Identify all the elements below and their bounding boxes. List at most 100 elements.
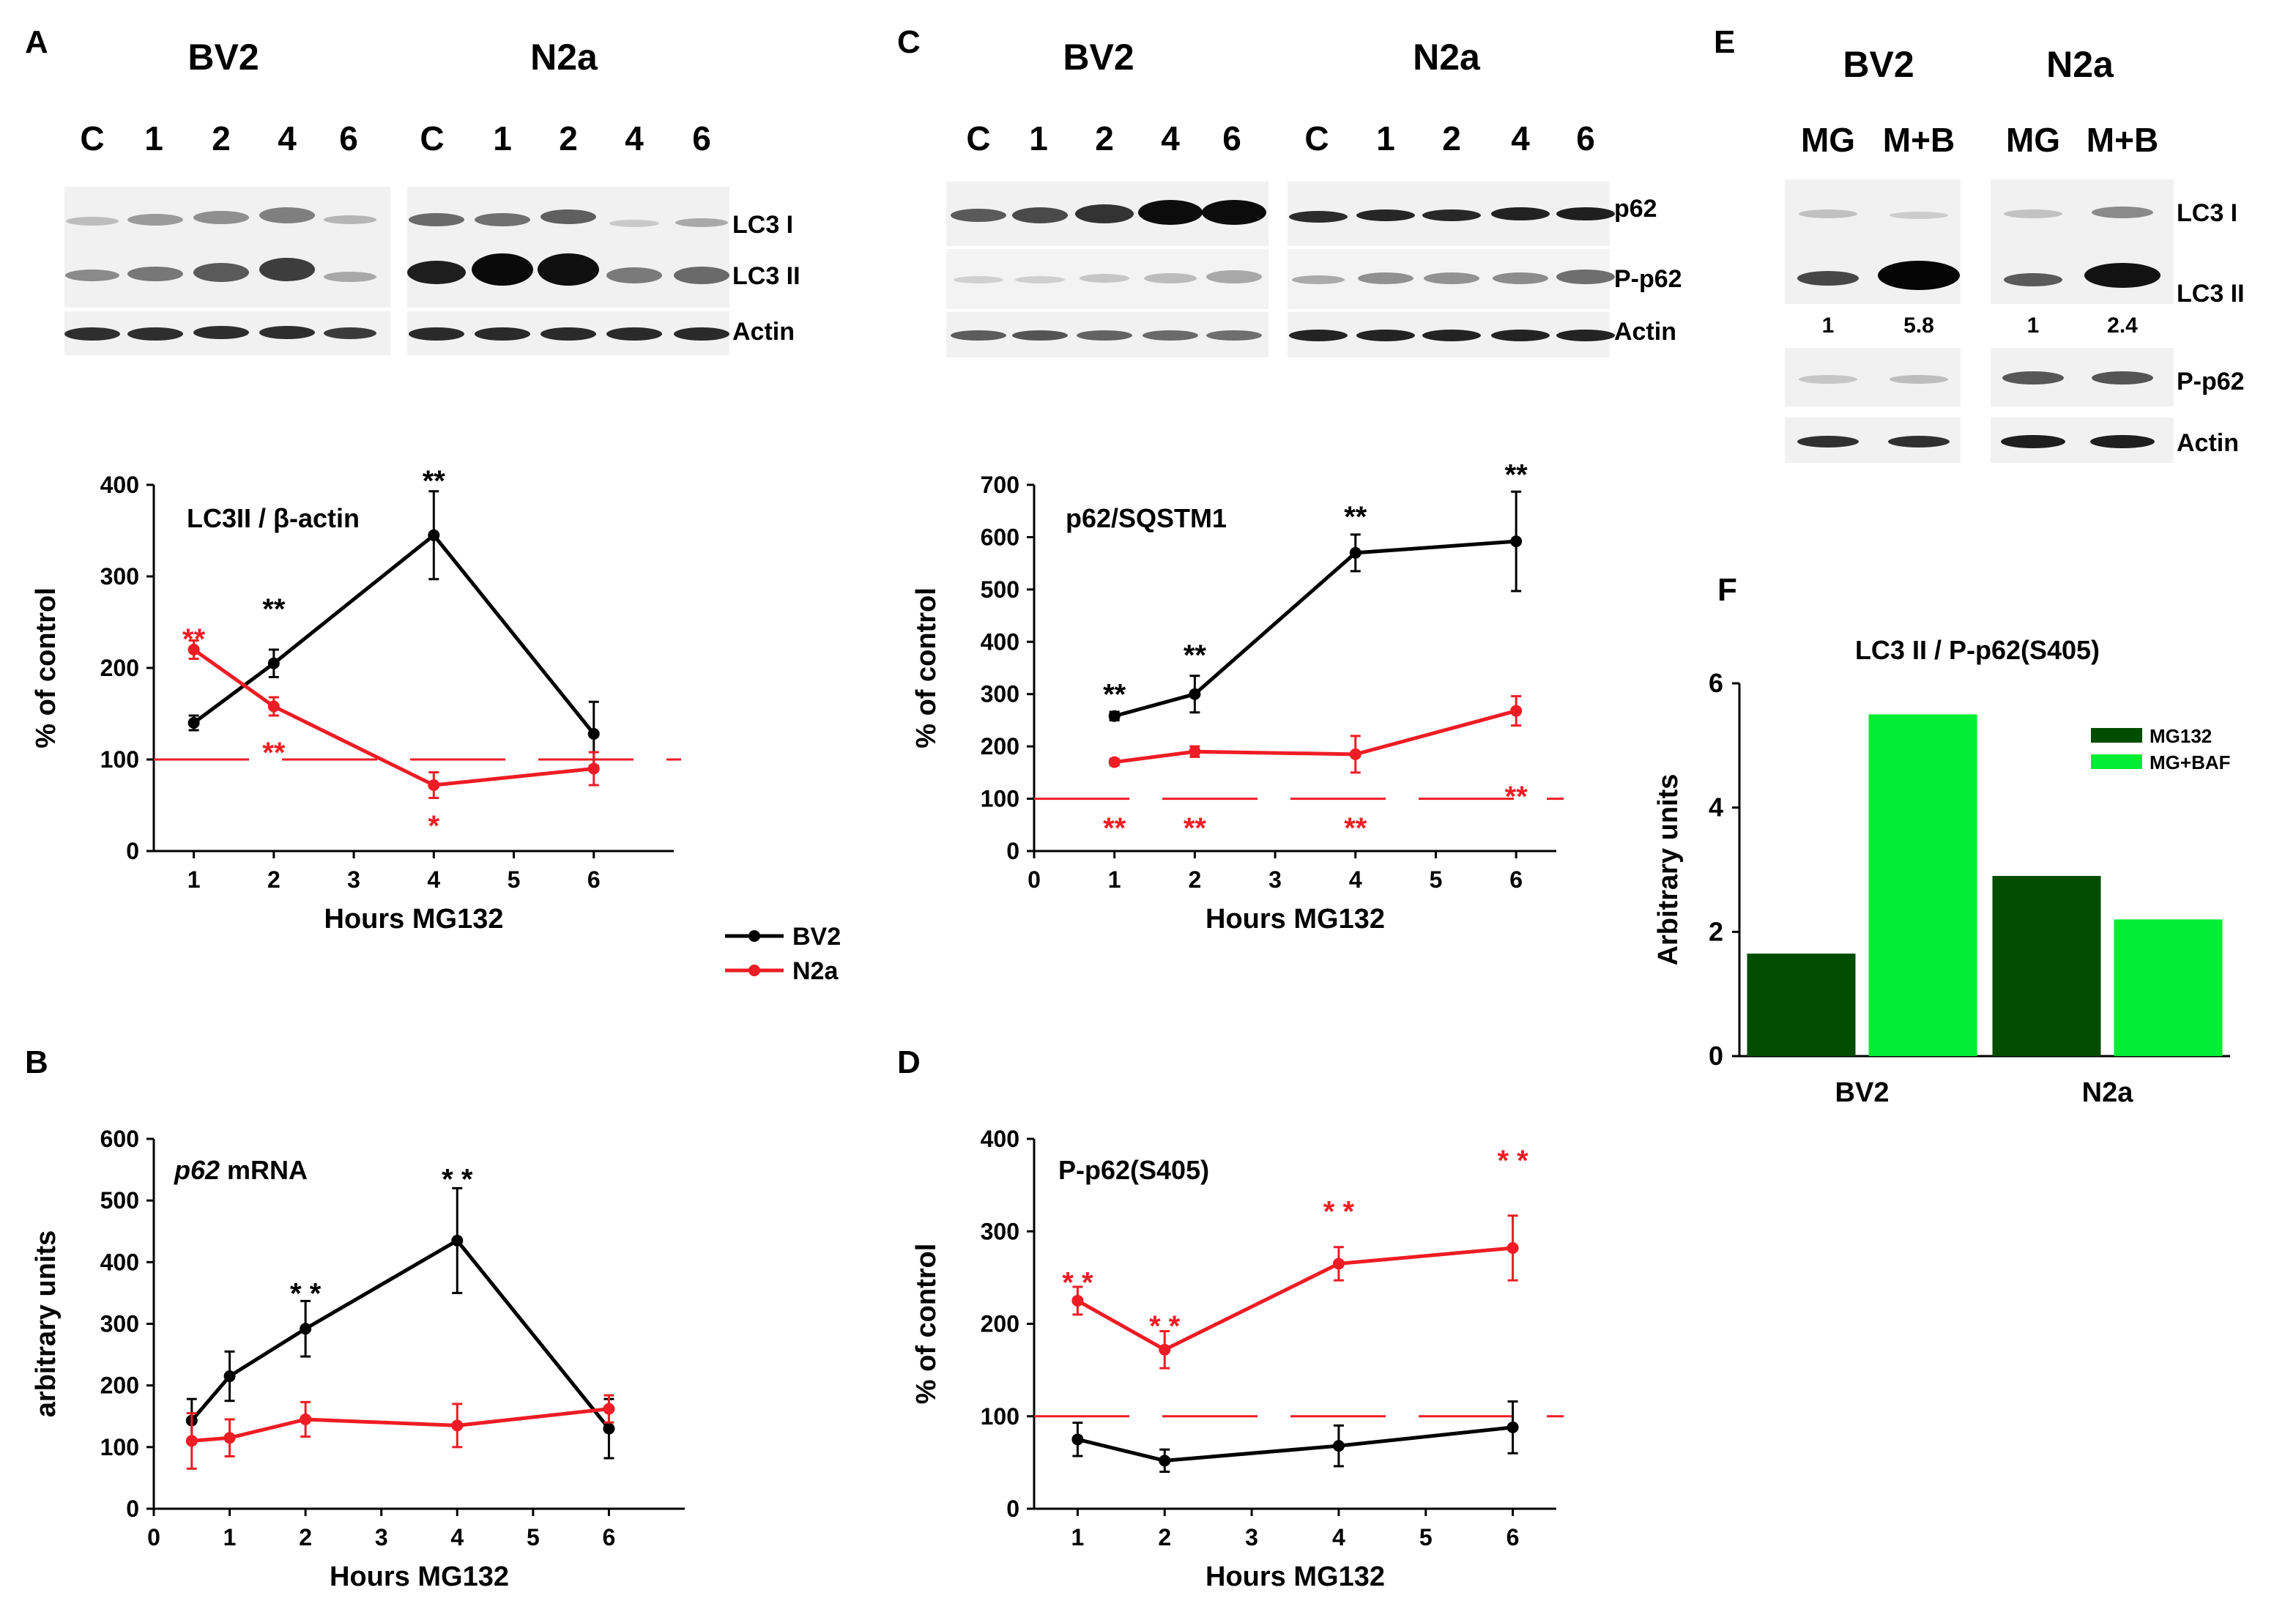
y-axis-label: arbitrary units	[31, 1230, 62, 1418]
significance-marker: **	[1184, 639, 1207, 672]
blot-a-lane: C	[420, 119, 444, 157]
significance-marker: **	[1103, 812, 1126, 844]
band	[1138, 200, 1203, 225]
y-tick-label: 600	[981, 524, 1019, 550]
y-tick-label: 200	[100, 1373, 139, 1399]
data-point-bv2	[1189, 688, 1201, 700]
band	[127, 214, 183, 226]
y-axis-label: % of control	[31, 587, 62, 749]
blot-e-band-label: LC3 II	[2177, 280, 2245, 308]
legend-n2a-label: N2a	[792, 957, 839, 985]
blot-e-band-label: LC3 I	[2177, 199, 2237, 227]
blot-a-lane: 4	[278, 119, 297, 157]
significance-marker: * *	[1062, 1267, 1093, 1299]
x-tick-label: 4	[1332, 1524, 1345, 1550]
y-tick-label: 2	[1709, 916, 1723, 946]
x-tick-label: 3	[1268, 866, 1282, 893]
band	[407, 261, 466, 284]
data-point-bv2	[1506, 1421, 1519, 1433]
blot-a-band-label: LC3 I	[732, 211, 793, 239]
band	[2002, 371, 2064, 385]
band	[1422, 330, 1481, 341]
band	[1012, 330, 1068, 341]
data-point-bv2	[587, 728, 600, 740]
band	[64, 327, 120, 341]
band	[1493, 272, 1548, 284]
blot-a: BV2 N2a C 1 2 4 6 C 1 2 4 6	[64, 37, 800, 355]
band	[324, 215, 376, 224]
blot-a-lane: 4	[625, 119, 644, 157]
blot-a-lane: 2	[212, 119, 231, 157]
x-tick-label: 5	[1419, 1524, 1433, 1550]
band	[1797, 271, 1859, 286]
band	[1890, 375, 1948, 384]
bar-mg-baf-bv2	[1868, 714, 1977, 1056]
band	[674, 267, 729, 284]
band	[1144, 273, 1197, 283]
band	[1424, 272, 1479, 284]
band	[475, 327, 530, 341]
band	[193, 326, 249, 339]
x-axis-label: Hours MG132	[1205, 1561, 1385, 1592]
y-tick-label: 200	[100, 655, 139, 681]
data-point-bv2	[1332, 1440, 1345, 1452]
x-category-label: N2a	[2082, 1077, 2134, 1108]
band	[2084, 263, 2161, 288]
blot-a-band-label: LC3 II	[732, 262, 800, 290]
band	[540, 209, 596, 224]
chart-title: P-p62(S405)	[1058, 1155, 1209, 1185]
x-tick-label: 3	[375, 1524, 388, 1550]
significance-marker: * *	[442, 1164, 473, 1196]
panel-label-c: C	[897, 24, 921, 60]
band	[259, 326, 315, 339]
y-tick-label: 200	[981, 1311, 1019, 1337]
data-point-n2a	[1108, 756, 1121, 768]
y-tick-label: 0	[1006, 1496, 1019, 1522]
y-tick-label: 400	[100, 472, 139, 498]
band	[675, 218, 728, 227]
band	[2004, 273, 2062, 286]
x-tick-label: 6	[603, 1524, 616, 1550]
band	[324, 327, 376, 339]
y-tick-label: 200	[981, 733, 1019, 759]
blot-c-lane: 4	[1161, 119, 1180, 157]
band	[475, 213, 530, 226]
blot-c-band-label: Actin	[1614, 318, 1676, 346]
band	[1015, 276, 1065, 283]
legend-label: MG132	[2150, 725, 2212, 747]
y-tick-label: 400	[100, 1249, 139, 1275]
data-point-bv2	[451, 1234, 464, 1247]
band	[951, 209, 1006, 222]
y-tick-label: 100	[100, 746, 139, 773]
band	[1888, 436, 1950, 447]
blot-c-band-label: p62	[1614, 195, 1657, 223]
legend-n2a-marker	[748, 965, 760, 976]
band	[324, 272, 376, 282]
band	[193, 211, 249, 224]
band	[2001, 435, 2065, 448]
blot-a-membrane-n2a	[407, 187, 729, 308]
band	[1292, 275, 1345, 284]
chart-f-ratio-bar: 0 2 4 6 LC3 II / P-p62(S405) Arbitrary units B…	[1653, 635, 2231, 1108]
band	[1878, 261, 1960, 290]
significance-marker: * *	[1323, 1195, 1355, 1227]
y-tick-label: 4	[1709, 792, 1723, 822]
x-tick-label: 1	[223, 1524, 237, 1550]
blot-e-band-label: P-p62	[2177, 368, 2245, 395]
blot-a-cell-n2a: N2a	[530, 37, 598, 78]
x-tick-label: 1	[1108, 866, 1121, 893]
data-point-bv2	[300, 1323, 312, 1335]
y-axis-label: % of control	[911, 1244, 942, 1405]
data-point-n2a	[1159, 1343, 1171, 1356]
blot-e-quant: 1	[1822, 313, 1835, 338]
data-point-n2a	[603, 1403, 615, 1415]
band	[1077, 330, 1132, 341]
band	[1556, 207, 1615, 220]
blot-e-quant: 5.8	[1903, 313, 1934, 338]
significance-marker: **	[1505, 781, 1528, 813]
blot-c: BV2 N2a C 1 2 4 6 C 1 2 4 6	[946, 37, 1682, 357]
blot-c-lane: 1	[1029, 119, 1048, 157]
significance-marker: * *	[290, 1277, 322, 1310]
x-tick-label: 0	[147, 1524, 160, 1550]
band	[127, 267, 183, 281]
